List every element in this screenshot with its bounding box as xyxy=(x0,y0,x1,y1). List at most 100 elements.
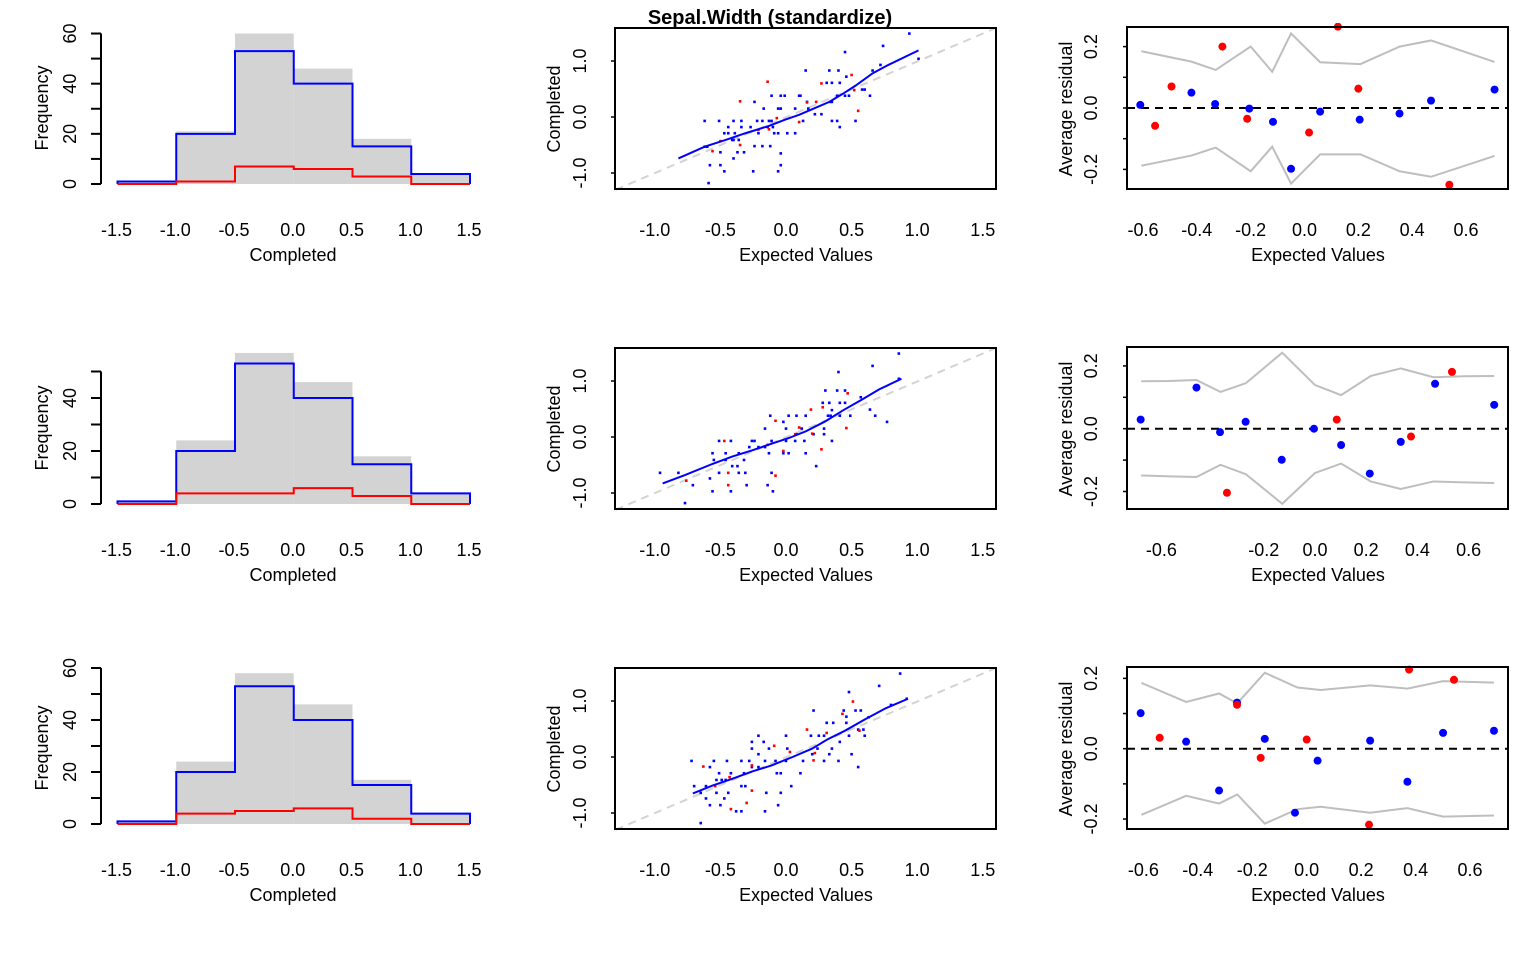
observed-point xyxy=(715,778,718,782)
lower-band-line xyxy=(1141,144,1495,186)
smooth-line xyxy=(678,49,919,160)
observed-point xyxy=(826,414,830,418)
observed-point xyxy=(707,181,710,185)
y-tick-label: -0.2 xyxy=(1081,476,1101,507)
y-axis-title: Average residual xyxy=(1056,682,1076,817)
observed-point xyxy=(691,483,695,487)
observed-point xyxy=(801,759,805,763)
histogram-bar xyxy=(117,501,177,504)
observed-point xyxy=(690,759,693,763)
x-tick-label: 0.0 xyxy=(1292,220,1317,240)
observed-point xyxy=(712,458,716,462)
histogram-bar xyxy=(293,382,353,504)
observed-point xyxy=(770,119,773,123)
imputed-point xyxy=(772,744,776,748)
observed-point xyxy=(809,734,813,738)
imputed-histogram-line xyxy=(117,807,470,825)
imputed-point xyxy=(856,109,860,113)
observed-point xyxy=(776,107,780,110)
observed-point xyxy=(736,464,739,468)
residual-plot-area xyxy=(1127,23,1508,189)
observed-point xyxy=(719,150,722,154)
observed-point xyxy=(772,131,776,135)
imputed-point xyxy=(1218,42,1227,51)
observed-point xyxy=(897,352,901,355)
observed-point xyxy=(1277,455,1286,464)
observed-point xyxy=(863,734,867,738)
x-tick-label: 1.5 xyxy=(970,540,995,560)
x-tick-label: -0.4 xyxy=(1181,220,1212,240)
observed-point xyxy=(767,451,771,455)
histogram-bar xyxy=(411,493,470,504)
imputed-point xyxy=(793,432,797,436)
histogram-bar xyxy=(117,181,177,184)
observed-point xyxy=(829,414,832,418)
observed-point xyxy=(1313,756,1322,765)
x-tick-label: 0.2 xyxy=(1354,540,1379,560)
observed-point xyxy=(730,464,734,468)
x-tick-label: -1.0 xyxy=(639,860,670,880)
observed-point xyxy=(753,439,756,443)
observed-point xyxy=(1215,786,1224,795)
imputed-point xyxy=(825,731,828,735)
imputed-point xyxy=(726,483,730,487)
x-tick-label: -1.5 xyxy=(101,220,132,240)
x-tick-label: 1.0 xyxy=(398,220,423,240)
observed-point xyxy=(835,94,839,98)
observed-point xyxy=(723,170,726,173)
upper-band-line xyxy=(1141,31,1495,74)
observed-point xyxy=(862,728,865,731)
observed-point xyxy=(779,163,783,167)
observed-point xyxy=(830,439,834,443)
y-tick-label: 0.0 xyxy=(570,104,590,129)
observed-point xyxy=(787,414,790,418)
imputed-point xyxy=(702,765,705,768)
imputed-point xyxy=(782,449,785,453)
x-axis-title: Expected Values xyxy=(1251,885,1385,905)
completed-vs-expected-panel-row2: -1.0 0.0 1.0 -1.0 -0.5 0.0 0.5 1.0 1.5 Expected V… xyxy=(544,347,997,585)
observed-point xyxy=(1136,415,1145,424)
imputed-point xyxy=(774,419,777,423)
observed-point xyxy=(704,797,708,800)
y-tick-label: 40 xyxy=(60,388,80,408)
observed-point xyxy=(813,112,817,116)
x-tick-label: -0.2 xyxy=(1237,860,1268,880)
observed-point xyxy=(1269,117,1278,126)
histogram-bar xyxy=(293,704,353,824)
observed-point xyxy=(835,389,839,392)
x-tick-label: -0.2 xyxy=(1248,540,1279,560)
imputed-point xyxy=(809,408,813,411)
imputed-point xyxy=(846,392,849,395)
x-tick-label: 0.0 xyxy=(280,540,305,560)
observed-point xyxy=(724,778,727,782)
histogram-panel-row3: 0 20 40 60 -1.5 -1.0 -0.5 0.0 0.5 1.0 1.5 Completed… xyxy=(32,658,482,905)
x-axis-title: Completed xyxy=(249,565,336,585)
observed-point xyxy=(1337,441,1346,450)
completed-vs-expected-panel-row3: -1.0 0.0 1.0 -1.0 -0.5 0.0 0.5 1.0 1.5 Expected V… xyxy=(544,667,997,905)
x-tick-label: 0.5 xyxy=(339,220,364,240)
plot-frame xyxy=(614,667,997,830)
observed-point xyxy=(1403,777,1412,786)
x-tick-label: -1.0 xyxy=(160,540,191,560)
observed-point xyxy=(831,721,835,725)
observed-point xyxy=(898,672,902,675)
observed-point xyxy=(837,370,840,374)
observed-point xyxy=(812,709,815,712)
x-tick-label: 0.2 xyxy=(1349,860,1374,880)
observed-point xyxy=(765,791,768,795)
observed-point xyxy=(842,709,846,712)
histogram-bar xyxy=(352,779,412,824)
imputed-point xyxy=(852,88,856,92)
lower-band-line xyxy=(1141,793,1494,825)
observed-point xyxy=(827,752,831,756)
imputed-point xyxy=(750,764,754,767)
observed-point xyxy=(762,740,765,744)
observed-point xyxy=(757,131,760,135)
observed-point xyxy=(845,75,848,78)
observed-point xyxy=(779,771,783,775)
observed-point xyxy=(787,451,790,455)
x-tick-label: -0.2 xyxy=(1235,220,1266,240)
x-axis-title: Completed xyxy=(249,885,336,905)
observed-point xyxy=(1309,424,1318,433)
y-tick-label: 0.2 xyxy=(1081,666,1101,691)
